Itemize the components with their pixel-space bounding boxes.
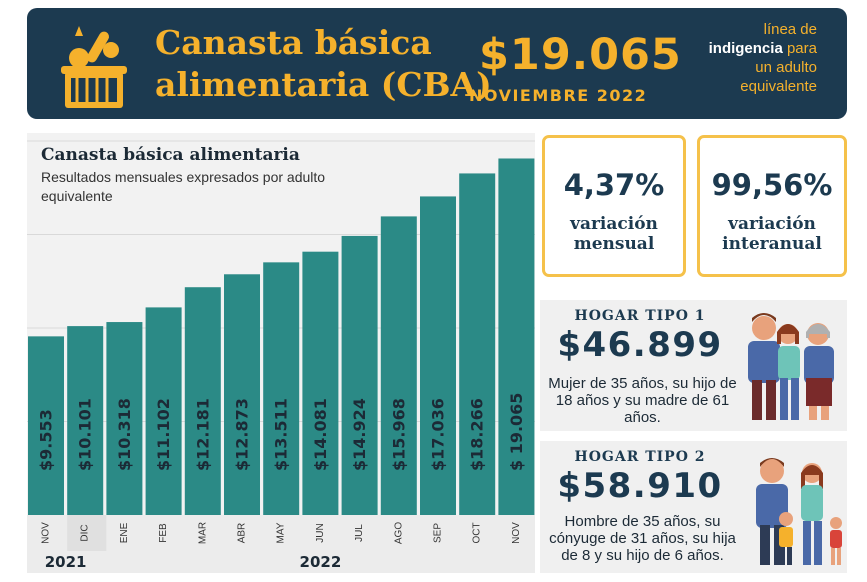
- x-tick-label: MAR: [197, 522, 208, 544]
- bar-value-label: $11.102: [154, 398, 173, 471]
- x-tick-label: OCT: [472, 522, 483, 543]
- bar-value-label: $10.101: [76, 398, 95, 471]
- bar-value-label: $13.511: [272, 398, 291, 471]
- bar-feb: [145, 307, 182, 515]
- bar-abr: [224, 274, 260, 515]
- bar-value-label: $9.553: [37, 409, 56, 471]
- bar-value-label: $12.181: [193, 398, 212, 471]
- bar-ago: [380, 216, 417, 515]
- x-tick-label: AGO: [393, 522, 404, 544]
- x-tick-label: JUL: [354, 524, 365, 542]
- chart-panel: $9.553 NOV $10.101 DIC $10.318 ENE $11.102 FEB $…: [27, 133, 535, 573]
- year-label: 2021: [45, 553, 87, 571]
- hogar-tipo-1-card: HOGAR TIPO 1 $46.899 Mujer de 35 años, s…: [540, 300, 847, 431]
- hogar-1-amount: $46.899: [557, 325, 723, 365]
- x-tick-label: DIC: [80, 524, 91, 541]
- bar-oct: [459, 173, 496, 516]
- variacion-interanual-value: 99,56%: [711, 168, 833, 202]
- year-band: [27, 551, 535, 573]
- banner-linea-indigencia: línea de indigencia para un adulto equiv…: [708, 21, 817, 95]
- bar-may: [263, 262, 300, 515]
- hogar-2-amount: $58.910: [557, 466, 723, 506]
- variacion-interanual-label: variación interanual: [722, 214, 822, 254]
- bar-value-label: $ 19.065: [507, 393, 526, 471]
- bar-value-label: $10.318: [115, 398, 134, 471]
- dic-highlight: [67, 515, 107, 551]
- hogar-1-label: HOGAR TIPO 1: [574, 308, 706, 324]
- cba-bar-chart: $9.553 NOV $10.101 DIC $10.318 ENE $11.102 FEB $…: [27, 133, 535, 573]
- x-tick-label: MAY: [276, 522, 287, 543]
- food-basket-icon: [61, 26, 127, 108]
- hogar-2-description: Hombre de 35 años, su cónyuge de 31 años…: [549, 513, 736, 564]
- family-four-icon: [756, 458, 842, 565]
- x-tick-label: ENE: [119, 522, 130, 543]
- bar-dic: [67, 326, 104, 515]
- header-banner: Canasta básica alimentaria (CBA) $19.065…: [27, 8, 847, 119]
- stat-variacion-mensual: 4,37% variación mensual: [542, 135, 686, 277]
- year-label: 2022: [300, 553, 342, 571]
- chart-title: Canasta básica alimentaria: [41, 145, 300, 165]
- x-tick-label: NOV: [41, 522, 52, 544]
- banner-title: Canasta básica alimentaria (CBA): [155, 23, 492, 104]
- chart-subtitle: Resultados mensuales expresados por adul…: [41, 169, 326, 204]
- bar-value-label: $14.081: [311, 398, 330, 471]
- chart-header-band: [27, 133, 535, 203]
- x-tick-label: NOV: [511, 522, 522, 544]
- hogar-tipo-2-card: HOGAR TIPO 2 $58.910 Hombre de 35 años, …: [540, 441, 847, 573]
- banner-date: NOVIEMBRE 2022: [469, 86, 648, 105]
- banner-price: $19.065: [479, 30, 682, 80]
- x-tick-label: SEP: [433, 523, 444, 543]
- hogar-2-label: HOGAR TIPO 2: [574, 449, 706, 465]
- stat-variacion-interanual: 99,56% variación interanual: [697, 135, 847, 277]
- x-tick-label: JUN: [315, 523, 326, 542]
- bar-nov: [28, 336, 64, 515]
- x-tick-label: ABR: [237, 523, 248, 544]
- bar-nov: [498, 158, 535, 515]
- bar-value-label: $12.873: [233, 398, 252, 471]
- bar-value-label: $15.968: [389, 398, 408, 471]
- bar-value-label: $14.924: [350, 398, 369, 471]
- bar-ene: [106, 322, 143, 515]
- x-tick-label: FEB: [158, 523, 169, 543]
- bar-jul: [341, 235, 378, 515]
- bar-value-label: $17.036: [429, 398, 448, 471]
- bar-sep: [420, 196, 456, 515]
- variacion-mensual-label: variación mensual: [570, 214, 658, 254]
- hogar-1-description: Mujer de 35 años, su hijo de 18 años y s…: [548, 375, 737, 426]
- bar-value-label: $18.266: [468, 398, 487, 471]
- family-three-icon: [748, 313, 834, 420]
- variacion-mensual-value: 4,37%: [563, 168, 665, 202]
- bar-mar: [184, 287, 221, 515]
- bar-jun: [302, 251, 339, 515]
